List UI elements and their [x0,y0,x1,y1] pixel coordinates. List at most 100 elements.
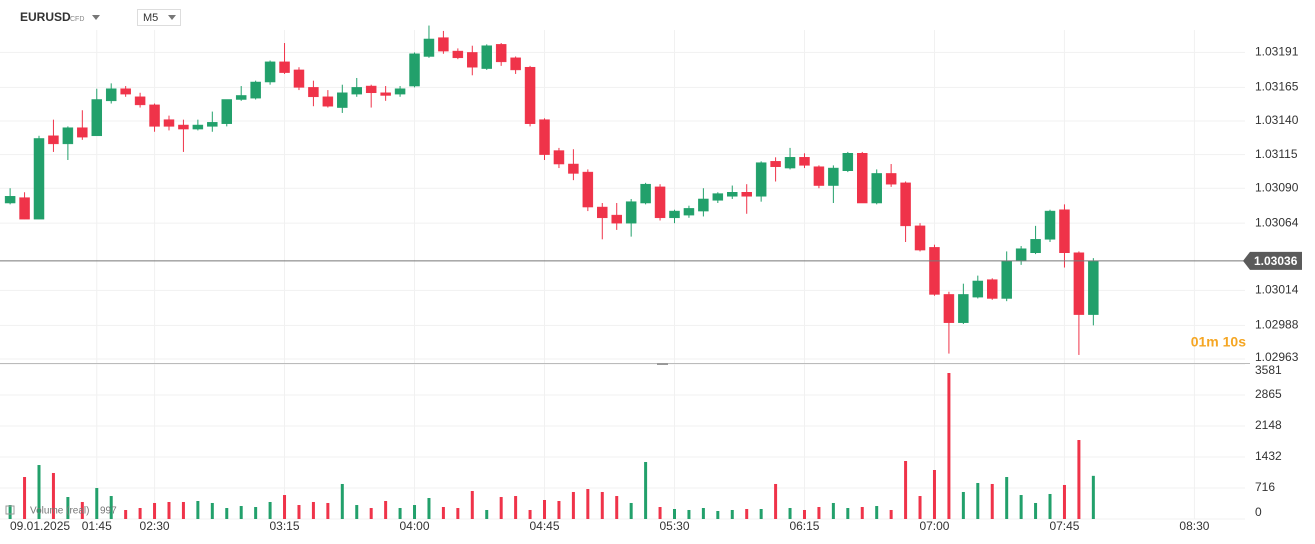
volume-bar [268,501,272,519]
symbol[interactable]: EURUSD [20,10,71,24]
volume-bar [759,509,763,519]
volume-bar [846,508,850,519]
timeframe-dropdown-arrow[interactable] [168,15,176,20]
volume-bar [1062,484,1066,519]
candle-body [62,127,74,145]
volume-tick-label: 3581 [1255,363,1282,377]
candle-body [322,96,334,107]
timeframe[interactable]: M5 [143,12,158,24]
candle-body [553,150,565,165]
volume-bar [297,505,301,519]
volume-bar [615,496,619,519]
candle-body [207,122,218,127]
volume-bar [210,502,214,519]
volume-bar [153,502,157,519]
x-tick-label: 04:00 [400,519,430,533]
countdown: 01m 10s [1191,334,1246,350]
volume-tick-label: 716 [1255,480,1275,494]
x-tick-label: 05:30 [659,519,689,533]
volume-bar [557,500,561,519]
candle-body [365,85,377,94]
candle-body [510,57,521,71]
volume-bar [80,501,84,519]
volume-bar [124,509,128,519]
volume-bar [990,483,994,519]
volume-bar [66,497,70,519]
y-tick-label: 1.02963 [1255,350,1299,364]
candle-body [1073,252,1085,315]
y-tick-label: 1.03090 [1255,180,1299,194]
candle-body [972,280,984,298]
candle-body [683,208,695,216]
candle-body [900,182,911,227]
candle-body [828,167,839,186]
candle-body [654,186,666,219]
candle-body [568,163,579,174]
candle-body [149,104,160,127]
y-tick-label: 1.03191 [1255,45,1299,59]
candle-body [467,52,478,68]
candle-body [250,81,261,99]
volume-bar [932,470,936,519]
candle-body [1015,248,1027,262]
candle-body [221,99,233,124]
volume-bar [326,502,330,519]
candle-body [91,99,103,137]
candle-body [337,92,348,108]
candle-body [438,37,449,52]
x-tick-label: 08:30 [1179,519,1209,533]
symbol-dropdown-arrow[interactable] [92,15,100,20]
x-tick-label: 06:15 [789,519,819,533]
candle-body [914,225,926,251]
candle-body [409,53,420,87]
volume-bar [658,507,662,519]
volume-bar [745,509,749,519]
candle-body [698,198,709,212]
candle-body [481,45,492,69]
candle-body [712,193,724,201]
candle-body [755,162,767,197]
candle-body [885,173,897,185]
volume-bar [1077,440,1081,519]
volume-bar [311,501,315,519]
candle-body [539,119,550,155]
candle-body [597,206,608,219]
candle-body [380,92,391,96]
x-tick-label: 04:45 [529,519,559,533]
candle-body [351,87,362,95]
candle-body [178,124,189,130]
volume-bar [1005,477,1009,519]
volume-bar [398,508,402,519]
volume-bar [499,497,503,519]
volume-bar [196,500,200,519]
volume-bar [514,496,518,519]
candle-body [77,127,88,138]
volume-bar [543,499,547,519]
x-tick-label: 02:30 [140,519,170,533]
volume-bar [340,483,344,519]
candle-body [308,87,319,98]
volume-tick-label: 2865 [1255,387,1282,401]
volume-bar [1048,493,1052,519]
volume-bar [644,461,648,519]
volume-tick-label: 0 [1255,505,1262,519]
volume-bar [239,506,243,519]
candle-body [727,192,738,197]
volume-bar [225,508,229,519]
volume-bar [138,508,142,519]
candle-body [770,161,781,167]
candle-body [120,88,131,95]
candle-body [279,61,290,73]
candle-body [423,38,435,57]
volume-bar [167,501,171,519]
timeframe-selector[interactable] [137,9,181,26]
candle-body [842,153,854,171]
volume-bar [1019,495,1023,519]
volume-bar [355,505,359,519]
candle-body [741,192,752,197]
volume-legend-icon [5,505,15,515]
last-price-tag [1243,251,1302,270]
x-tick-label: 03:15 [270,519,300,533]
volume-bar [701,508,705,519]
volume-bar [586,489,590,519]
